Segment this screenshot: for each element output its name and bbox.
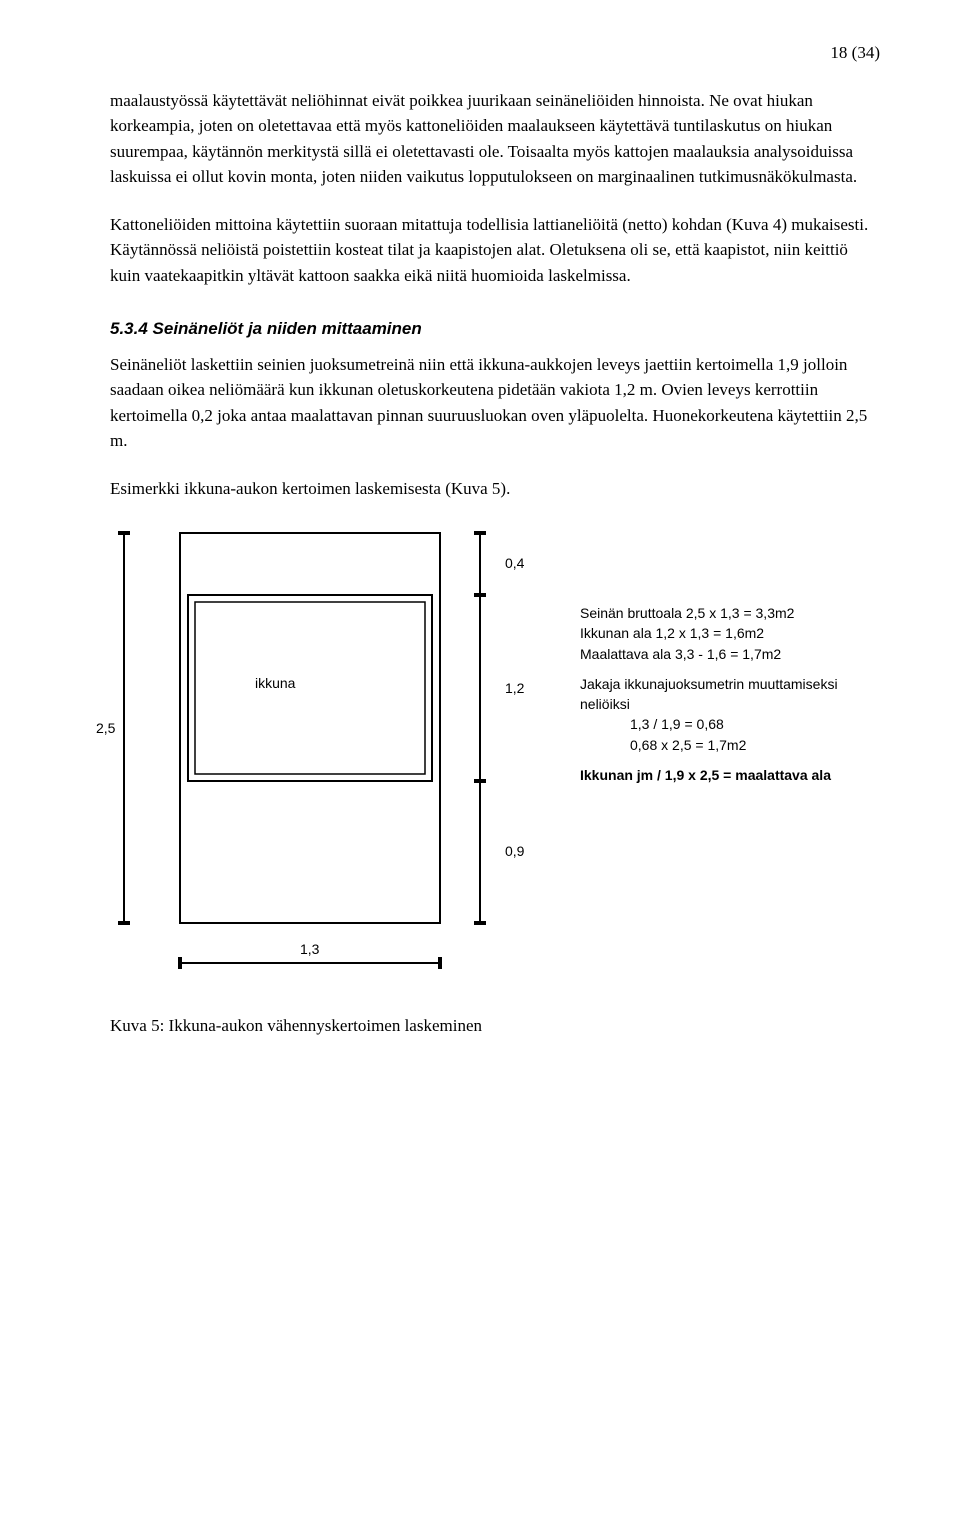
dim-left-label: 2,5 xyxy=(96,718,115,739)
paragraph-3: Seinäneliöt laskettiin seinien juoksumet… xyxy=(110,352,880,454)
calc-line-3: Maalattava ala 3,3 - 1,6 = 1,7m2 xyxy=(580,644,870,664)
calc-line-4: Jakaja ikkunajuoksumetrin muuttamiseksi … xyxy=(580,674,870,715)
calc-line-7: Ikkunan jm / 1,9 x 2,5 = maalattava ala xyxy=(580,765,870,785)
dim-bot-label: 0,9 xyxy=(505,841,524,862)
diagram-svg xyxy=(110,523,570,983)
calc-line-6: 0,68 x 2,5 = 1,7m2 xyxy=(580,735,870,755)
page-number: 18 (34) xyxy=(110,40,880,66)
dim-mid-label: 1,2 xyxy=(505,678,524,699)
window-label: ikkuna xyxy=(255,673,295,694)
paragraph-4: Esimerkki ikkuna-aukon kertoimen laskemi… xyxy=(110,476,880,502)
calc-line-5: 1,3 / 1,9 = 0,68 xyxy=(580,714,870,734)
calculation-block: Seinän bruttoala 2,5 x 1,3 = 3,3m2 Ikkun… xyxy=(580,603,870,785)
calc-line-1: Seinän bruttoala 2,5 x 1,3 = 3,3m2 xyxy=(580,603,870,623)
section-heading: 5.3.4 Seinäneliöt ja niiden mittaaminen xyxy=(110,316,880,342)
figure-caption: Kuva 5: Ikkuna-aukon vähennyskertoimen l… xyxy=(110,1013,880,1039)
dim-top-label: 0,4 xyxy=(505,553,524,574)
window-diagram: 2,5 ikkuna 0,4 1,2 0,9 1,3 Seinän brutto… xyxy=(110,523,880,983)
paragraph-1: maalaustyössä käytettävät neliöhinnat ei… xyxy=(110,88,880,190)
calc-line-2: Ikkunan ala 1,2 x 1,3 = 1,6m2 xyxy=(580,623,870,643)
paragraph-2: Kattoneliöiden mittoina käytettiin suora… xyxy=(110,212,880,289)
dim-width-label: 1,3 xyxy=(300,939,319,960)
